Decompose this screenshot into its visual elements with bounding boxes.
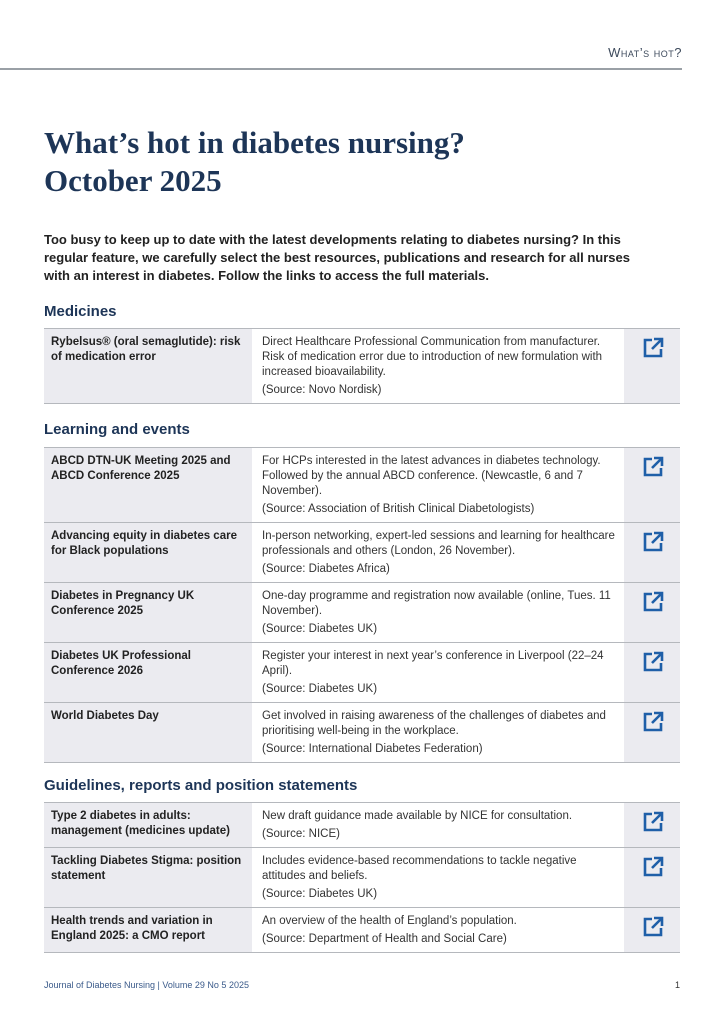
resource-title: Rybelsus® (oral semaglutide): risk of me…: [44, 328, 252, 404]
resource-table: Type 2 diabetes in adults: management (m…: [44, 802, 680, 953]
description-text: New draft guidance made available by NIC…: [262, 810, 573, 822]
resource-source: (Source: Diabetes UK): [262, 888, 378, 900]
page-number: 1: [674, 980, 680, 990]
description-text: One-day programme and registration now a…: [262, 590, 611, 617]
resource-row: Diabetes in Pregnancy UK Conference 2025…: [44, 582, 680, 643]
external-link-button[interactable]: [624, 847, 680, 908]
resource-source: (Source: Diabetes UK): [262, 623, 378, 635]
external-link-button[interactable]: [624, 447, 680, 523]
external-link-icon[interactable]: [642, 711, 664, 736]
resource-row: ABCD DTN-UK Meeting 2025 and ABCD Confer…: [44, 447, 680, 523]
header-rule: [0, 68, 682, 70]
external-link-icon[interactable]: [642, 651, 664, 676]
resource-description: One-day programme and registration now a…: [252, 582, 624, 643]
page-title: What’s hot in diabetes nursing? October 2…: [44, 124, 465, 200]
external-link-icon[interactable]: [642, 916, 664, 941]
resource-title: Diabetes in Pregnancy UK Conference 2025: [44, 582, 252, 643]
resource-title: Health trends and variation in England 2…: [44, 907, 252, 953]
running-header: What’s hot?: [608, 45, 682, 60]
resource-title: Diabetes UK Professional Conference 2026: [44, 642, 252, 703]
resource-title: Advancing equity in diabetes care for Bl…: [44, 522, 252, 583]
external-link-button[interactable]: [624, 522, 680, 583]
description-text: In-person networking, expert-led session…: [262, 530, 615, 557]
section-heading: Learning and events: [44, 421, 190, 438]
external-link-icon[interactable]: [642, 591, 664, 616]
external-link-icon[interactable]: [642, 856, 664, 881]
description-text: Direct Healthcare Professional Communica…: [262, 336, 603, 378]
resource-source: (Source: Diabetes Africa): [262, 563, 390, 575]
external-link-button[interactable]: [624, 802, 680, 848]
external-link-button[interactable]: [624, 582, 680, 643]
resource-description: Direct Healthcare Professional Communica…: [252, 328, 624, 404]
resource-description: New draft guidance made available by NIC…: [252, 802, 624, 848]
description-text: An overview of the health of England’s p…: [262, 915, 517, 927]
external-link-button[interactable]: [624, 642, 680, 703]
resource-source: (Source: NICE): [262, 828, 340, 840]
external-link-icon[interactable]: [642, 456, 664, 481]
resource-row: World Diabetes Day Get involved in raisi…: [44, 702, 680, 763]
resource-table: Rybelsus® (oral semaglutide): risk of me…: [44, 328, 680, 404]
description-text: Includes evidence-based recommendations …: [262, 855, 577, 882]
resource-table: ABCD DTN-UK Meeting 2025 and ABCD Confer…: [44, 447, 680, 763]
external-link-button[interactable]: [624, 328, 680, 404]
resource-description: In-person networking, expert-led session…: [252, 522, 624, 583]
resource-description: Get involved in raising awareness of the…: [252, 702, 624, 763]
resource-description: Register your interest in next year’s co…: [252, 642, 624, 703]
footer-journal: Journal of Diabetes Nursing | Volume 29 …: [44, 980, 249, 990]
external-link-button[interactable]: [624, 907, 680, 953]
resource-source: (Source: Diabetes UK): [262, 683, 378, 695]
resource-row: Diabetes UK Professional Conference 2026…: [44, 642, 680, 703]
resource-row: Rybelsus® (oral semaglutide): risk of me…: [44, 328, 680, 404]
resource-source: (Source: International Diabetes Federati…: [262, 743, 483, 755]
title-line-1: What’s hot in diabetes nursing?: [44, 125, 465, 160]
resource-title: Type 2 diabetes in adults: management (m…: [44, 802, 252, 848]
resource-row: Type 2 diabetes in adults: management (m…: [44, 802, 680, 848]
resource-title: Tackling Diabetes Stigma: position state…: [44, 847, 252, 908]
external-link-icon[interactable]: [642, 811, 664, 836]
resource-row: Advancing equity in diabetes care for Bl…: [44, 522, 680, 583]
resource-row: Tackling Diabetes Stigma: position state…: [44, 847, 680, 908]
external-link-icon[interactable]: [642, 531, 664, 556]
external-link-icon[interactable]: [642, 337, 664, 362]
external-link-button[interactable]: [624, 702, 680, 763]
resource-source: (Source: Association of British Clinical…: [262, 503, 535, 515]
intro-text: Too busy to keep up to date with the lat…: [44, 232, 630, 283]
resource-title: ABCD DTN-UK Meeting 2025 and ABCD Confer…: [44, 447, 252, 523]
description-text: Register your interest in next year’s co…: [262, 650, 604, 677]
title-line-2: October 2025: [44, 163, 222, 198]
resource-source: (Source: Novo Nordisk): [262, 384, 382, 396]
description-text: Get involved in raising awareness of the…: [262, 710, 606, 737]
resource-row: Health trends and variation in England 2…: [44, 907, 680, 953]
resource-source: (Source: Department of Health and Social…: [262, 933, 507, 945]
resource-description: An overview of the health of England’s p…: [252, 907, 624, 953]
resource-description: For HCPs interested in the latest advanc…: [252, 447, 624, 523]
resource-title: World Diabetes Day: [44, 702, 252, 763]
section-heading: Medicines: [44, 303, 117, 320]
section-heading: Guidelines, reports and position stateme…: [44, 777, 358, 794]
resource-description: Includes evidence-based recommendations …: [252, 847, 624, 908]
description-text: For HCPs interested in the latest advanc…: [262, 455, 601, 497]
